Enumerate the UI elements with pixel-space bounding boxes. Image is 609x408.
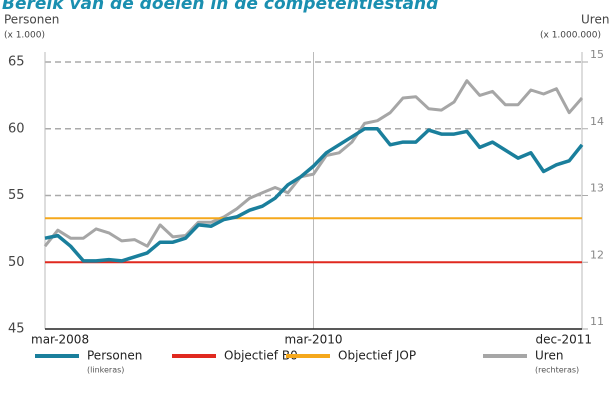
y2-axis-label: Uren — [581, 13, 609, 27]
x-tick-label: dec-2011 — [536, 333, 592, 347]
x-tick-label: mar-2008 — [31, 333, 89, 347]
y-tick-label: 50 — [8, 255, 25, 270]
y-axis-unit: (x 1.000) — [4, 31, 45, 41]
y-tick-label: 65 — [8, 55, 25, 70]
y2-tick-label: 14 — [590, 115, 604, 128]
legend-note: (rechteras) — [535, 366, 579, 375]
legend-label: Uren — [535, 349, 563, 363]
y-tick-label: 55 — [8, 188, 25, 203]
y2-tick-label: 15 — [590, 48, 604, 61]
legend-label: Objectief JOP — [338, 349, 416, 363]
y2-tick-label: 13 — [590, 182, 604, 195]
chart-title: Bereik van de doelen in de competentiest… — [2, 0, 439, 14]
y2-axis-unit: (x 1.000.000) — [540, 31, 601, 41]
y-tick-label: 45 — [8, 322, 25, 337]
series-line — [43, 79, 584, 248]
y-axis-label: Personen — [4, 13, 59, 27]
legend-note: (linkeras) — [87, 366, 124, 375]
legend-label: Personen — [87, 349, 142, 363]
legend-label: Objectief B0 — [224, 349, 298, 363]
y2-tick-label: 12 — [590, 248, 604, 261]
series-line — [44, 127, 584, 263]
y-tick-label: 60 — [8, 121, 25, 136]
y2-tick-label: 11 — [590, 315, 604, 328]
x-tick-label: mar-2010 — [284, 333, 342, 347]
